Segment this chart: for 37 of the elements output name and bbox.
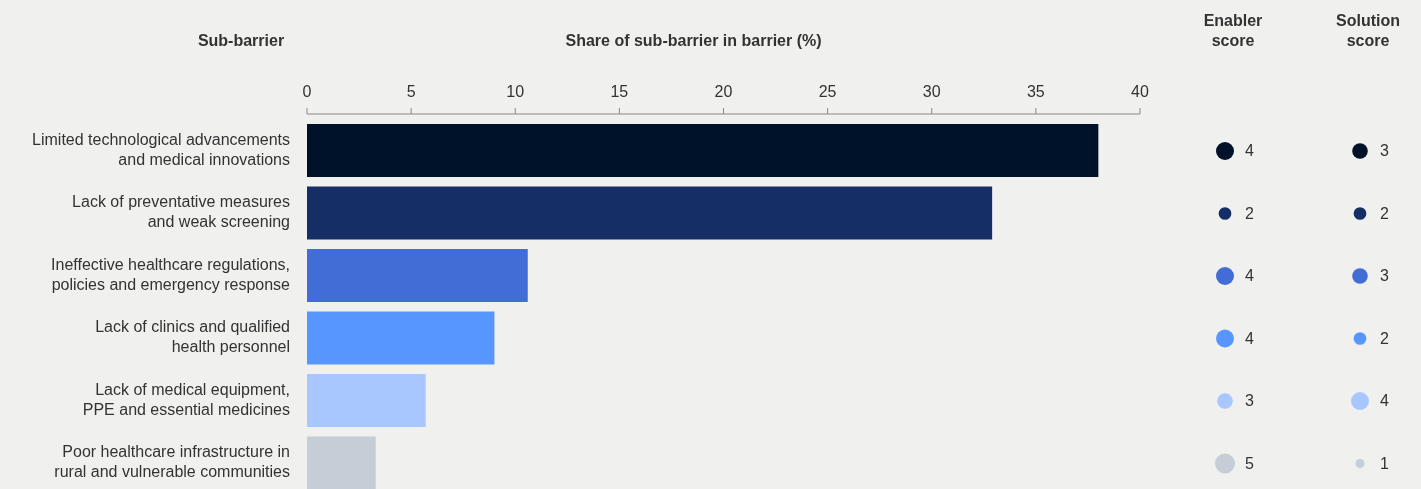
text: Enabler score: [1203, 12, 1263, 50]
y-tick-label: Poor healthcare infrastructure in rural and vulnerable communities: [54, 443, 290, 481]
y-axis-title: Sub-barrier: [197, 32, 285, 50]
x-tick-label: 25: [818, 83, 837, 101]
bar: [307, 249, 528, 302]
data-label: 2: [1380, 204, 1389, 222]
y-tick-label: Lack of preventative measures and weak screening: [72, 193, 290, 231]
x-tick-label: 10: [506, 83, 525, 101]
data-label: 4: [1380, 392, 1389, 410]
bar: [307, 374, 426, 427]
bar: [307, 436, 376, 489]
bar: [307, 311, 495, 365]
data-label: 2: [1245, 204, 1254, 222]
y-tick-label: Lack of medical equipment, PPE and essential medicines: [82, 380, 290, 418]
data-label: 1: [1380, 454, 1389, 472]
x-tick-label: 30: [922, 83, 941, 101]
data-label: 4: [1245, 142, 1254, 160]
x-tick-label: 20: [714, 83, 733, 101]
y-tick-label: Limited technological advancements and medical innovations: [32, 130, 290, 168]
bar: [307, 124, 1099, 177]
data-label: 2: [1380, 329, 1389, 347]
data-label: 3: [1380, 142, 1389, 160]
y-tick-label: Ineffective healthcare regulations, policies and emergency response: [51, 255, 291, 293]
data-label: 5: [1245, 454, 1254, 472]
data-label: 4: [1245, 267, 1254, 285]
x-tick-label: 15: [610, 83, 629, 101]
x-tick-label: 35: [1026, 83, 1045, 101]
x-axis-title: Share of sub-barrier in barrier (%): [565, 32, 822, 50]
data-label: 3: [1245, 392, 1254, 410]
y-tick-label: Lack of clinics and qualified health personnel: [95, 318, 290, 356]
x-tick-label: 0: [302, 83, 312, 101]
x-tick-label: 5: [406, 83, 416, 101]
x-tick-label: 40: [1131, 83, 1149, 101]
data-label: 4: [1245, 329, 1254, 347]
bar: [307, 186, 993, 240]
data-label: 3: [1380, 267, 1389, 285]
text: Solution score: [1336, 12, 1400, 50]
